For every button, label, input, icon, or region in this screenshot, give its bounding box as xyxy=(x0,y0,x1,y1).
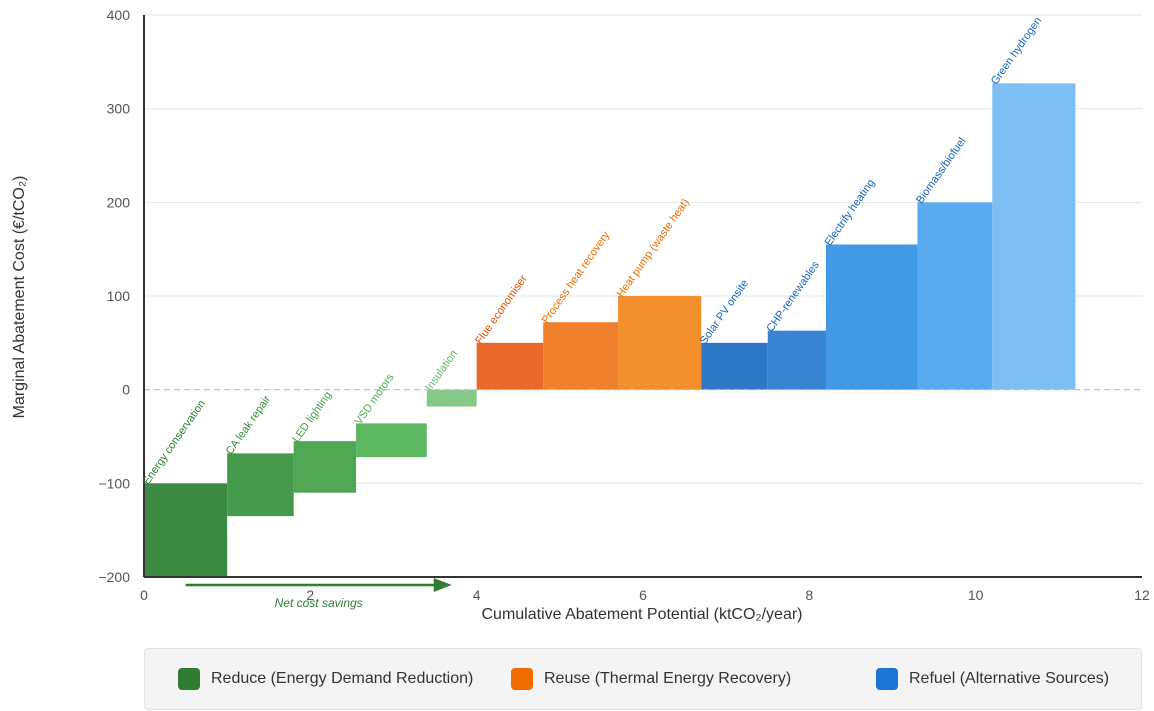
savings-annotation-text: Net cost savings xyxy=(275,596,363,610)
bar-label: Electrify heating xyxy=(823,177,878,248)
legend-item-reuse: Reuse (Thermal Energy Recovery) xyxy=(511,668,791,690)
legend-label-reduce: Reduce (Energy Demand Reduction) xyxy=(211,670,474,687)
bar-label: LED lighting xyxy=(290,389,334,444)
savings-arrow-head xyxy=(433,578,452,592)
legend-swatch-refuel xyxy=(876,668,898,690)
bar-insulation xyxy=(426,389,477,407)
x-tick-label: 0 xyxy=(140,587,148,603)
x-tick-label: 10 xyxy=(968,587,984,603)
bar-label: VSD motors xyxy=(353,371,397,427)
bar-chp-renewables xyxy=(767,330,826,390)
bar-flue-economiser xyxy=(476,342,544,390)
bar-ca-leak-repair xyxy=(227,453,294,517)
net-savings-annotation: Net cost savings xyxy=(185,578,452,610)
bar-label: Energy conservation xyxy=(141,398,208,487)
bar-biomass-biofuel xyxy=(917,202,993,390)
legend-label-reuse: Reuse (Thermal Energy Recovery) xyxy=(544,670,792,687)
bar-solar-pv-onsite xyxy=(701,342,768,390)
legend-swatch-reduce xyxy=(178,668,200,690)
legend-label-refuel: Refuel (Alternative Sources) xyxy=(909,670,1110,687)
bar-label: CHP-renewables xyxy=(764,259,822,334)
legend-item-reduce: Reduce (Energy Demand Reduction) xyxy=(178,668,473,690)
abatement-bars xyxy=(144,83,1076,577)
bar-electrify-heating xyxy=(825,244,918,390)
x-axis-title: Cumulative Abatement Potential (ktCO₂/ye… xyxy=(481,606,802,623)
x-tick-label: 2 xyxy=(306,587,314,603)
x-tick-label: 6 xyxy=(639,587,647,603)
bar-green-hydrogen xyxy=(992,83,1076,390)
x-tick-label: 12 xyxy=(1134,587,1150,603)
axes: −200 −100 0 100 200 300 400 0 2 4 6 8 10 12 xyxy=(98,7,1150,603)
bar-label: Flue economiser xyxy=(473,273,530,347)
bar-heat-pump-waste-heat- xyxy=(618,296,702,390)
bar-label: CA leak repair xyxy=(224,393,274,457)
bar-vsd-motors xyxy=(356,423,427,458)
bar-label: Biomass/biofuel xyxy=(914,136,968,206)
y-tick-label: 200 xyxy=(107,194,131,210)
bar-label: Solar PV onsite xyxy=(698,278,751,347)
bar-label: Insulation xyxy=(423,348,460,393)
x-tick-label: 8 xyxy=(805,587,813,603)
chart-legend: Reduce (Energy Demand Reduction) Reuse (… xyxy=(144,648,1142,710)
bar-label: Heat pump (waste heat) xyxy=(615,197,692,300)
y-tick-label: 300 xyxy=(107,101,131,117)
bar-led-lighting xyxy=(293,441,357,493)
y-tick-label: 0 xyxy=(122,382,130,398)
bar-energy-conservation xyxy=(144,483,228,577)
y-tick-label: 100 xyxy=(107,288,131,304)
bar-label: Green hydrogen xyxy=(989,15,1044,87)
x-tick-label: 4 xyxy=(473,587,481,603)
bar-label: Process heat recovery xyxy=(540,229,613,326)
abatement-cost-chart: −200 −100 0 100 200 300 400 0 2 4 6 8 10 12 Energy co… xyxy=(11,7,1150,623)
bar-process-heat-recovery xyxy=(543,322,619,390)
legend-item-refuel: Refuel (Alternative Sources) xyxy=(876,668,1109,690)
y-tick-label: −200 xyxy=(98,569,130,585)
y-tick-label: 400 xyxy=(107,7,131,23)
y-axis-title: Marginal Abatement Cost (€/tCO₂) xyxy=(11,176,28,419)
legend-swatch-reuse xyxy=(511,668,533,690)
y-tick-label: −100 xyxy=(98,475,130,491)
